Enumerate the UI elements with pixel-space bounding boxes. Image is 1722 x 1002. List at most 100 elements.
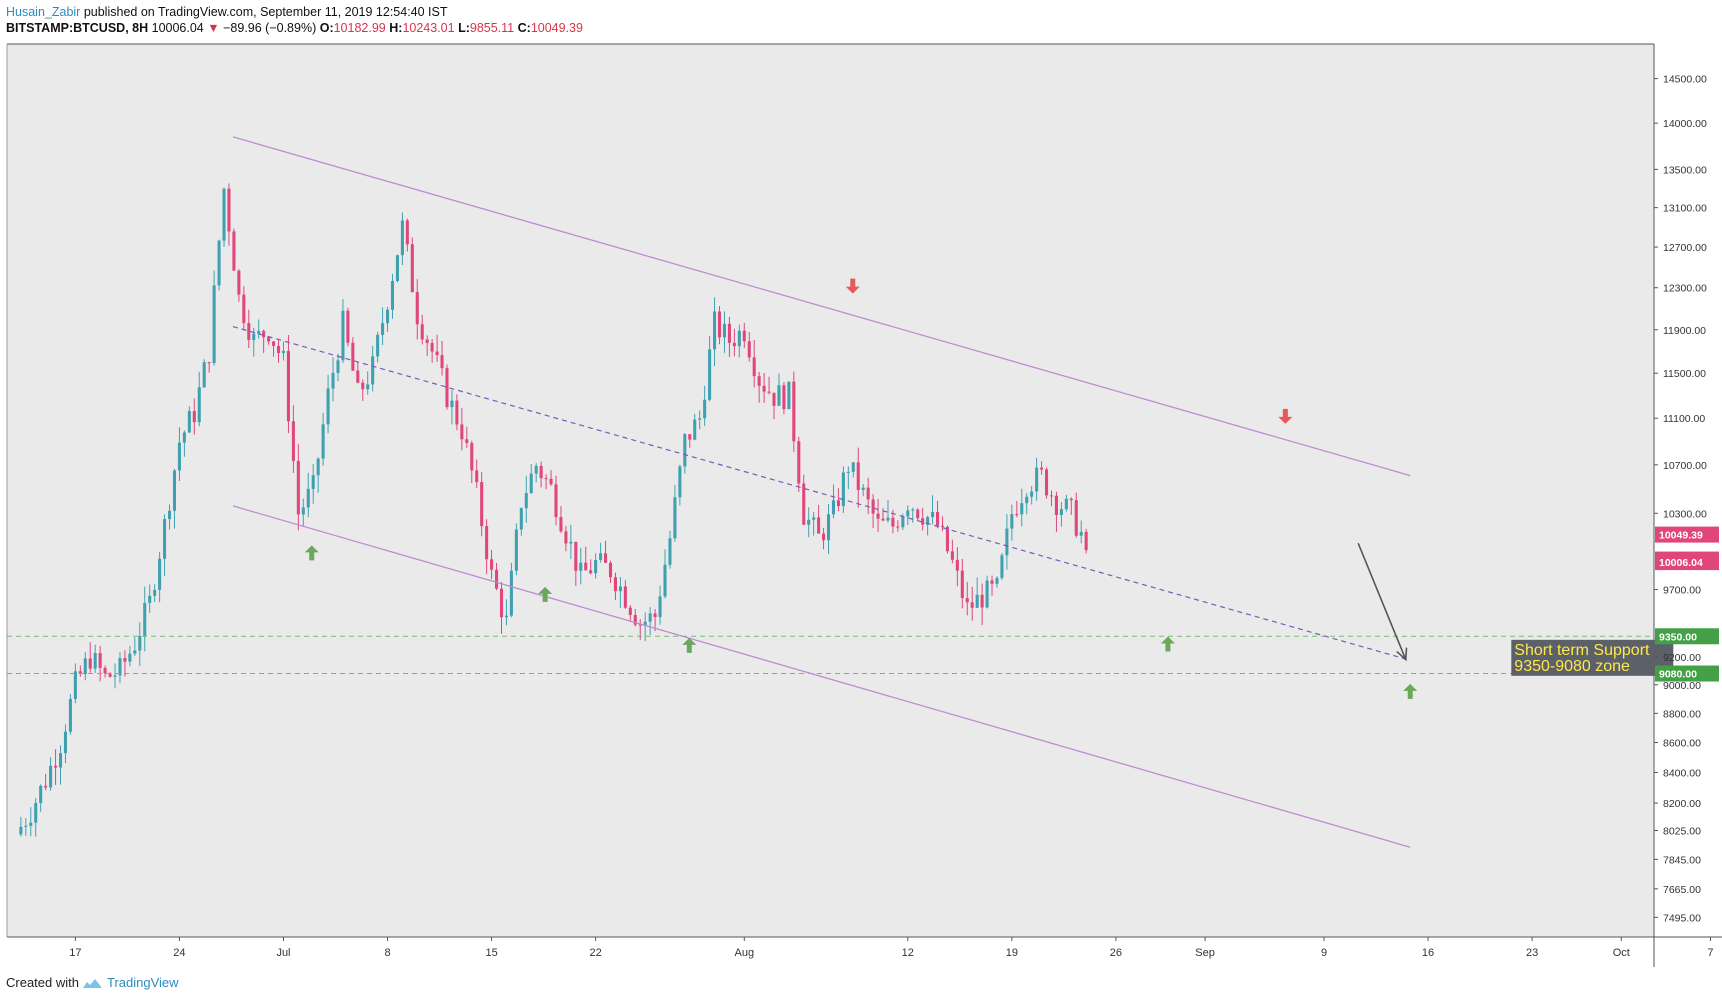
candle-body <box>871 499 875 514</box>
candle-body <box>703 399 707 419</box>
candle-body <box>886 517 890 521</box>
candle-body <box>267 337 271 342</box>
candle-body <box>767 391 771 393</box>
candle-body <box>539 465 543 479</box>
time-tick-label: Aug <box>734 947 754 959</box>
candle-body <box>212 285 216 364</box>
candle-body <box>252 333 256 341</box>
candle-body <box>613 577 617 592</box>
candle-body <box>623 586 627 608</box>
price-axis-labels: 14500.00 14000.00 13500.00 13100.00 12700.00… <box>1654 74 1707 924</box>
candle-body <box>856 462 860 491</box>
candle-body <box>371 356 375 385</box>
close-label: C: <box>517 21 531 35</box>
candle-body <box>921 518 925 525</box>
candle-body <box>608 562 613 578</box>
candles <box>19 183 1088 837</box>
candle-body <box>227 188 231 232</box>
candle-body <box>817 517 821 534</box>
candle-body <box>1000 555 1004 578</box>
time-tick-label: 15 <box>485 947 497 959</box>
candle-body <box>792 381 796 442</box>
candle-body <box>544 478 548 480</box>
candle-body <box>311 475 315 489</box>
candle-body <box>395 255 399 282</box>
candle-body <box>390 281 395 310</box>
candle-body <box>128 653 132 662</box>
candle-body <box>361 382 365 390</box>
price-tick-label: 8400.00 <box>1663 767 1701 779</box>
time-tick-label: 12 <box>902 947 914 959</box>
time-tick-label: 8 <box>384 947 390 959</box>
time-tick-label: 16 <box>1422 947 1434 959</box>
candle-body <box>658 596 662 618</box>
arrow-up-icon <box>538 586 553 602</box>
time-axis-labels: 17 24 Jul 8 15 22 Aug 12 19 26 Sep 9 16 23 Oct 7 <box>69 937 1714 959</box>
tradingview-logo-icon <box>82 978 102 988</box>
price-tick-label: 14500.00 <box>1663 74 1707 86</box>
candle-body <box>534 465 538 474</box>
plot-background <box>7 44 1654 937</box>
candle-body <box>762 385 766 392</box>
candle-body <box>232 231 236 271</box>
candle-body <box>351 342 355 371</box>
arrow-up-icon <box>1403 683 1418 699</box>
author-link[interactable]: Husain_Zabir <box>6 5 81 19</box>
candle-body <box>103 667 107 674</box>
candle-body <box>381 323 385 335</box>
candle-body <box>1005 528 1009 556</box>
candle-body <box>148 595 152 604</box>
candle-body <box>158 558 162 590</box>
candle-body <box>727 323 731 343</box>
arrow-down-icon <box>845 278 860 294</box>
candle-body <box>262 330 266 338</box>
candle-body <box>975 594 979 608</box>
candle-body <box>683 434 687 467</box>
price-tick-label: 9000.00 <box>1663 680 1701 692</box>
candle-body <box>599 553 603 560</box>
candle-body <box>504 615 508 618</box>
price-tick-label: 12700.00 <box>1663 242 1707 254</box>
price-tick-label: 8025.00 <box>1663 826 1701 838</box>
candle-body <box>950 551 954 560</box>
candle-body <box>574 541 578 571</box>
candle-body <box>668 538 672 565</box>
candle-body <box>737 330 741 347</box>
candle-body <box>1035 467 1039 492</box>
candle-body <box>495 569 499 589</box>
channel-lower-line <box>232 505 1411 848</box>
candle-body <box>861 487 865 491</box>
candle-body <box>435 351 439 356</box>
tradingview-brand-link[interactable]: TradingView <box>106 975 179 990</box>
price-axis[interactable] <box>1654 44 1722 937</box>
close-price-tag: 10049.39 <box>1659 530 1703 542</box>
candle-body <box>812 517 816 520</box>
candle-body <box>564 531 568 544</box>
candle-body <box>108 673 112 677</box>
candle-body <box>58 753 63 768</box>
candle-body <box>430 343 434 352</box>
candle-body <box>499 588 504 618</box>
channel-upper-line <box>232 136 1411 477</box>
candle-body <box>490 559 494 570</box>
candle-body <box>321 424 325 459</box>
support-price-tag: 9350.00 <box>1659 631 1697 643</box>
candle-body <box>306 488 310 508</box>
price-tick-label: 13500.00 <box>1663 164 1707 176</box>
candle-body <box>29 822 33 826</box>
projection-arrow-line <box>1357 542 1407 660</box>
candle-body <box>207 362 211 364</box>
price-tick-label: 11500.00 <box>1663 368 1706 380</box>
candle-body <box>376 334 380 357</box>
candle-body <box>732 342 736 347</box>
time-axis[interactable] <box>7 937 1654 967</box>
candle-body <box>752 357 756 377</box>
footer: Created with TradingView <box>6 975 179 990</box>
candle-body <box>480 482 484 527</box>
open-value: 10182.99 <box>333 21 386 35</box>
candle-body <box>1020 503 1024 515</box>
candle-body <box>757 376 761 386</box>
candle-body <box>34 803 38 823</box>
candle-body <box>524 493 528 509</box>
